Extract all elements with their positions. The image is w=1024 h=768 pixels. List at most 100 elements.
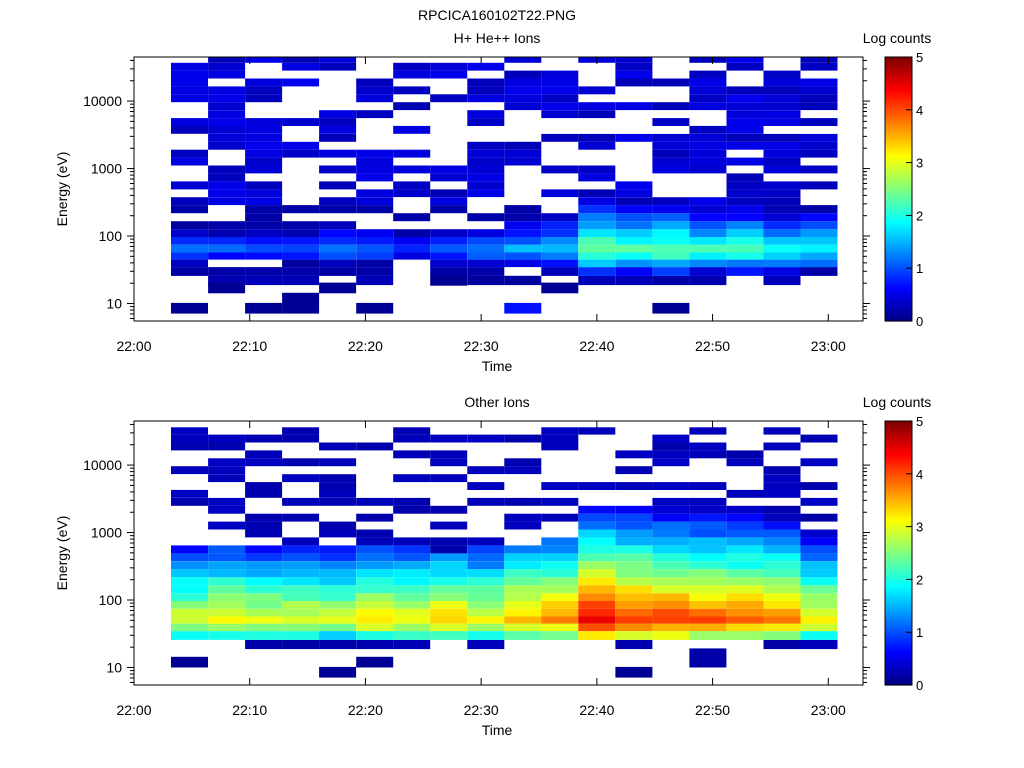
colorbar-swatch	[885, 199, 912, 203]
colorbar-swatch	[885, 531, 912, 536]
heatmap-cell	[467, 252, 505, 260]
heatmap-cell	[245, 125, 283, 134]
heatmap-cell	[208, 237, 246, 245]
heatmap-cell	[578, 601, 616, 609]
heatmap-cell	[541, 70, 579, 79]
heatmap-cell	[726, 450, 764, 459]
colorbar-swatch	[885, 621, 912, 625]
colorbar-swatch	[885, 146, 912, 150]
heatmap-cell	[578, 252, 616, 260]
colorbar-swatch	[885, 276, 912, 280]
colorbar-swatch	[885, 318, 912, 322]
heatmap-cell	[615, 529, 653, 538]
heatmap-cell	[282, 623, 320, 632]
heatmap-cell	[467, 259, 505, 268]
heatmap-cell	[800, 205, 838, 214]
colorbar-swatch	[885, 313, 912, 317]
heatmap-cell	[726, 252, 764, 260]
heatmap-cell	[763, 110, 801, 119]
colorbar-swatch	[885, 473, 912, 478]
heatmap-cell	[319, 489, 357, 498]
heatmap-cell	[578, 482, 616, 490]
heatmap-cell	[726, 577, 764, 586]
heatmap-cell	[800, 57, 838, 63]
heatmap-cell	[208, 577, 246, 586]
heatmap-cell	[282, 593, 320, 601]
heatmap-cell	[356, 497, 394, 506]
heatmap-cell	[171, 237, 208, 245]
heatmap-cell	[171, 244, 208, 253]
heatmap-cell	[430, 561, 468, 570]
heatmap-cell	[800, 561, 838, 570]
y-tick-label: 100	[99, 592, 123, 608]
heatmap-cell	[615, 133, 653, 142]
heatmap-cell	[504, 149, 542, 158]
heatmap-cell	[356, 165, 394, 174]
heatmap-cell	[319, 616, 357, 624]
colorbar-swatch	[885, 526, 912, 530]
heatmap-cell	[393, 181, 431, 190]
heatmap-cell	[726, 205, 764, 214]
heatmap-cell	[356, 593, 394, 601]
heatmap-cell	[615, 561, 653, 570]
heatmap-cell	[652, 561, 690, 570]
heatmap-cell	[689, 585, 727, 594]
heatmap-cell	[208, 221, 246, 230]
heatmap-cell	[763, 205, 801, 214]
heatmap-cell	[282, 537, 320, 546]
colorbar-swatch	[885, 624, 912, 628]
colorbar-swatch	[885, 175, 912, 180]
heatmap-cell	[615, 70, 653, 79]
heatmap-cell	[319, 585, 357, 594]
heatmap-cell	[393, 577, 431, 586]
heatmap-cell	[689, 513, 727, 522]
heatmap-cell	[578, 244, 616, 253]
heatmap-cell	[689, 141, 727, 150]
heatmap-cell	[171, 118, 208, 126]
heatmap-cell	[763, 616, 801, 624]
heatmap-cell	[171, 623, 208, 632]
heatmap-cell	[763, 118, 801, 126]
heatmap-cell	[467, 577, 505, 586]
colorbar-swatch	[885, 117, 912, 121]
heatmap-cell	[356, 553, 394, 562]
heatmap-cell	[393, 244, 431, 253]
heatmap-cell	[356, 529, 394, 538]
heatmap-cell	[763, 133, 801, 142]
x-tick-label: 22:40	[579, 702, 614, 718]
heatmap-cell	[652, 631, 690, 640]
colorbar-swatch	[885, 115, 912, 119]
heatmap-cell	[208, 102, 246, 111]
heatmap-cell	[208, 86, 246, 95]
heatmap-cell	[615, 213, 653, 222]
heatmap-cell	[171, 442, 208, 451]
heatmap-cell	[430, 173, 468, 182]
heatmap-cell	[393, 616, 431, 624]
heatmap-cell	[578, 173, 616, 182]
heatmap-cell	[467, 244, 505, 253]
heatmap-cell	[763, 577, 801, 586]
heatmap-cell	[763, 466, 801, 475]
heatmap-cell	[578, 427, 616, 435]
heatmap-cell	[245, 639, 283, 650]
heatmap-cell	[282, 561, 320, 570]
heatmap-cell	[726, 616, 764, 624]
colorbar-swatch	[885, 307, 912, 312]
heatmap-cell	[467, 189, 505, 198]
heatmap-cell	[467, 149, 505, 158]
colorbar-swatch	[885, 634, 912, 639]
heatmap-cell	[578, 561, 616, 570]
colorbar-swatch	[885, 270, 912, 275]
heatmap-cell	[393, 631, 431, 640]
heatmap-cell	[578, 623, 616, 632]
heatmap-cell	[282, 631, 320, 640]
colorbar-swatch	[885, 138, 912, 143]
colorbar-swatch	[885, 249, 912, 253]
heatmap-cell	[763, 165, 801, 174]
heatmap-cell	[319, 62, 357, 71]
heatmap-cell	[208, 94, 246, 103]
heatmap-cell	[430, 608, 468, 617]
colorbar-swatch	[885, 658, 912, 662]
colorbar-swatch	[885, 537, 912, 541]
heatmap-cell	[282, 259, 320, 268]
